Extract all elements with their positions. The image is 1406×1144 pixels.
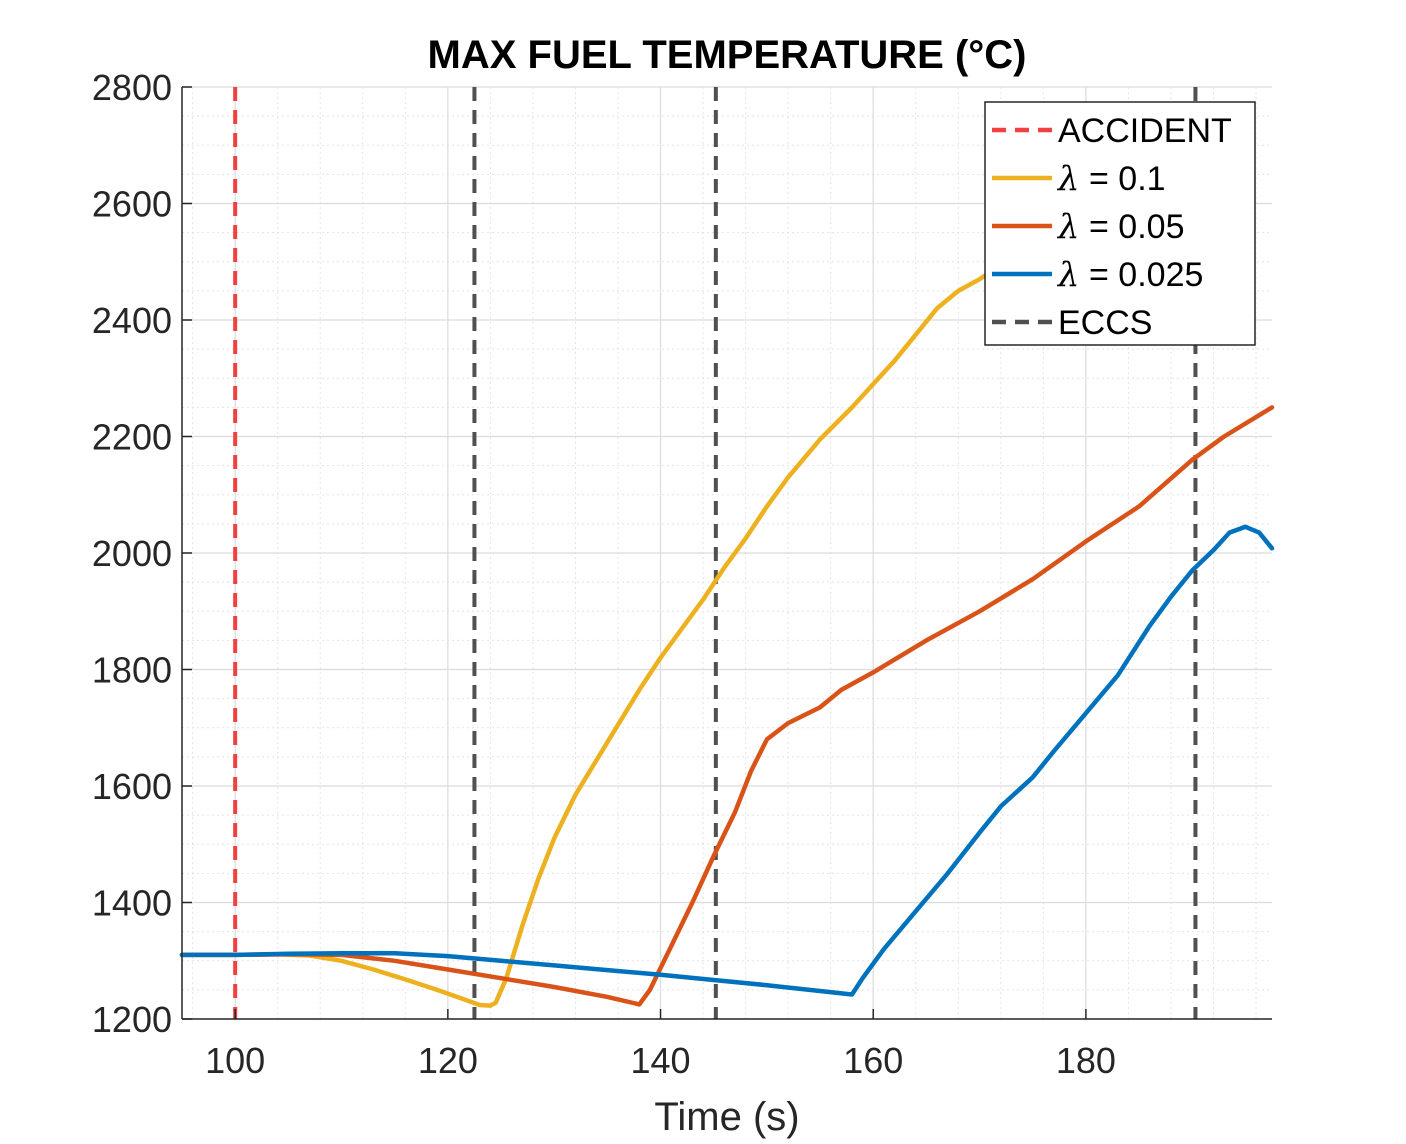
x-tick-label: 180 [1056,1040,1116,1081]
legend-label: λ = 0.1 [1056,159,1166,199]
lambda-symbol: λ [1056,207,1080,247]
legend-value: = 0.05 [1080,208,1185,246]
tick-labels: 100 120 140 160 180 1200 1400 1600 1800 2000 2200 2… [92,67,1116,1081]
series-line-1 [179,253,1025,1008]
legend-label: ACCIDENT [1058,112,1232,150]
x-tick-label: 140 [630,1040,690,1081]
vertical-reference-lines [233,87,1198,1019]
lambda-symbol: λ [1056,159,1080,199]
x-tick-label: 100 [205,1040,265,1081]
y-tick-label: 2400 [92,300,172,341]
y-tick-label: 1800 [92,650,172,691]
series-group [179,253,1275,1008]
y-tick-label: 1200 [92,999,172,1040]
legend-label: λ = 0.05 [1056,207,1184,247]
x-tick-label: 120 [418,1040,478,1081]
y-tick-label: 2200 [92,417,172,458]
legend-label: ECCS [1058,304,1152,342]
legend-value: = 0.1 [1080,160,1166,198]
y-tick-label: 2600 [92,184,172,225]
x-axis-label: Time (s) [654,1095,799,1139]
axes [181,86,1272,1020]
legend-value: = 0.025 [1080,256,1204,294]
x-tick-label: 160 [843,1040,903,1081]
legend-label: λ = 0.025 [1056,255,1203,295]
legend-box [984,101,1256,346]
chart-title: MAX FUEL TEMPERATURE (°C) [428,33,1027,77]
y-tick-label: 1400 [92,883,172,924]
y-tick-label: 2000 [92,533,172,574]
grid [182,86,1272,1020]
series-line-2 [179,405,1275,1007]
series-line-3 [179,524,1275,997]
y-tick-label: 2800 [92,67,172,108]
y-tick-label: 1600 [92,766,172,807]
lambda-symbol: λ [1056,255,1080,295]
